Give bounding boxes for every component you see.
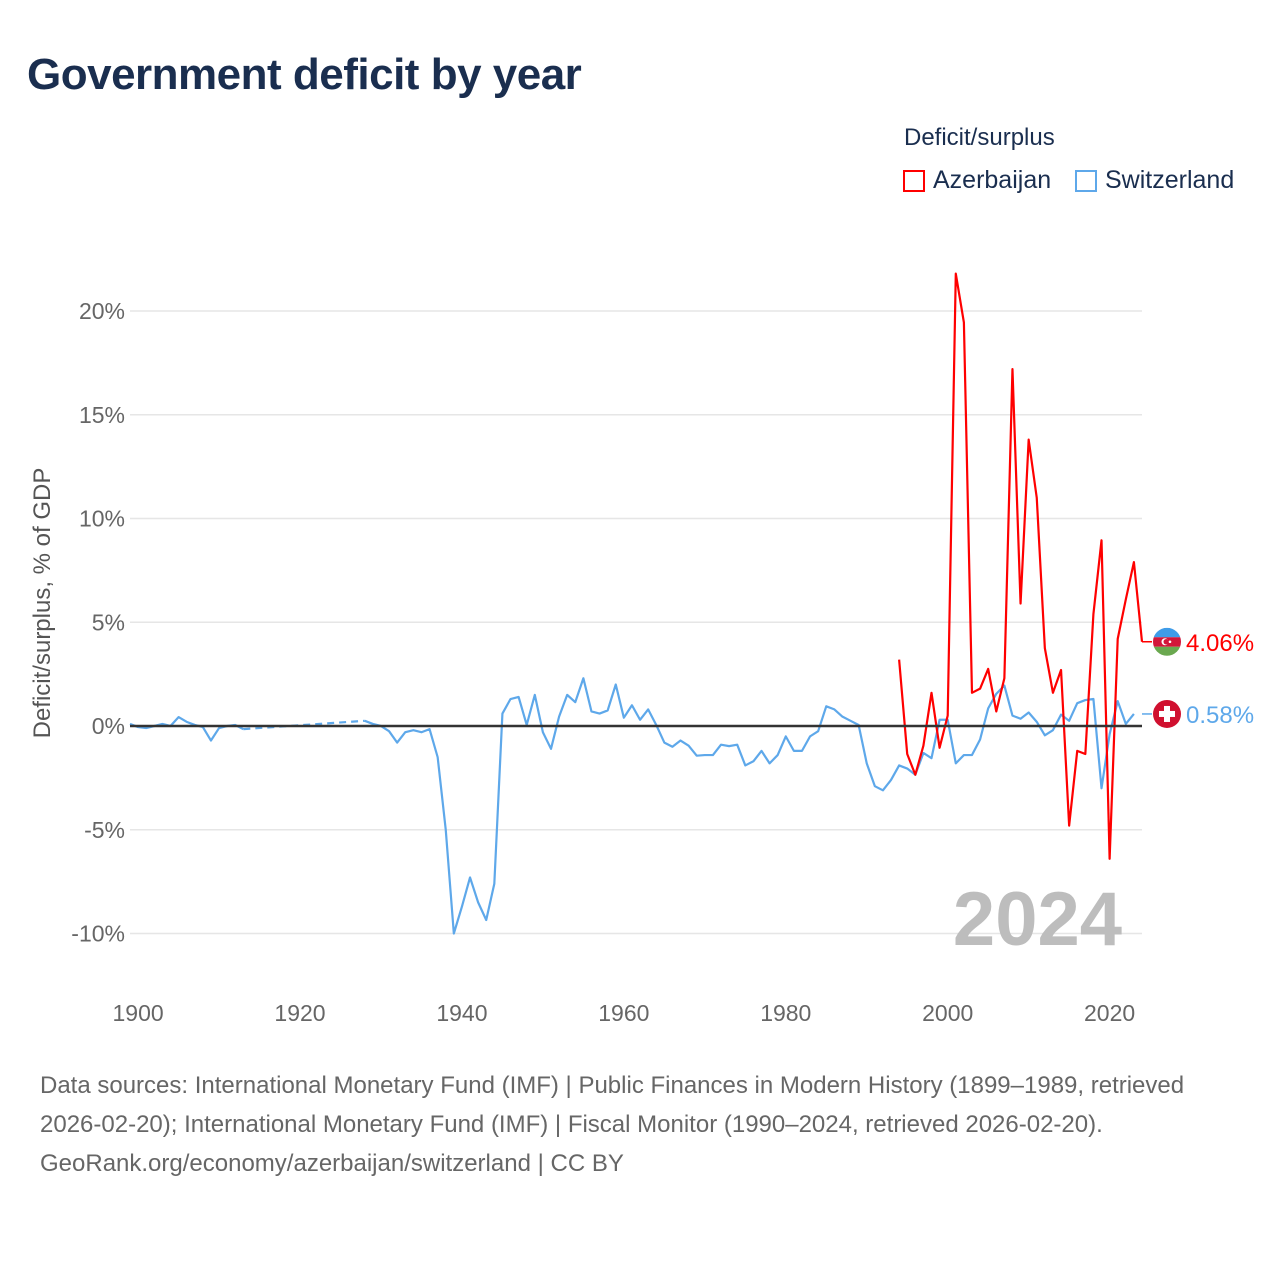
chart-title: Government deficit by year [27,50,582,99]
gridlines [130,310,1142,935]
legend-label-switzerland: Switzerland [1105,166,1235,194]
legend-swatch-azerbaijan [903,169,925,192]
y-tick-label: 0% [92,713,125,739]
year-watermark: 2024 [953,877,1122,962]
end-label-azerbaijan: 4.06% [1186,630,1254,657]
credit-link[interactable]: GeoRank.org/economy/azerbaijan/switzerla… [40,1150,624,1177]
y-tick-label: 20% [79,298,125,324]
footer: Data sources: International Monetary Fun… [40,1066,1240,1183]
series-lines [129,272,1144,935]
y-tick-label: -5% [84,817,125,843]
flag-stripe-green [1153,646,1181,656]
flag-switzerland-icon [1153,699,1181,728]
x-tick-label: 2000 [922,1000,973,1026]
y-tick-label: -10% [71,921,125,947]
legend-title: Deficit/surplus [904,124,1055,151]
x-tick-label: 2020 [1084,1000,1135,1026]
flag-stripe-blue [1153,627,1181,638]
flag-azerbaijan-icon [1153,627,1181,656]
legend-label-azerbaijan: Azerbaijan [933,166,1052,194]
legend-item-azerbaijan[interactable]: Azerbaijan [903,166,1051,195]
x-tick-label: 1980 [760,1000,811,1026]
end-label-switzerland: 0.58% [1186,702,1254,729]
y-tick-label: 10% [79,506,125,532]
end-labels: 4.06% 0.58% [1142,627,1254,729]
x-tick-label: 1960 [598,1000,649,1026]
legend-swatch-switzerland [1075,169,1097,192]
x-tick-label: 1940 [436,1000,487,1026]
legend-item-switzerland[interactable]: Switzerland [1075,166,1234,195]
flag-cross-h [1159,710,1175,717]
data-sources: Data sources: International Monetary Fun… [40,1072,1185,1138]
y-axis-label: Deficit/surplus, % of GDP [29,468,56,739]
flag-crescent-cut [1163,638,1170,645]
x-axis-ticks: 1900 1920 1940 1960 1980 2000 2020 [113,1000,1136,1026]
y-axis-ticks: -10% -5% 0% 5% 10% 15% 20% [71,298,125,947]
x-tick-label: 1920 [274,1000,325,1026]
y-tick-label: 5% [92,609,125,635]
x-tick-label: 1900 [113,1000,164,1026]
series-line-azerbaijan [898,272,1144,860]
y-tick-label: 15% [79,402,125,428]
flag-star [1168,640,1172,644]
